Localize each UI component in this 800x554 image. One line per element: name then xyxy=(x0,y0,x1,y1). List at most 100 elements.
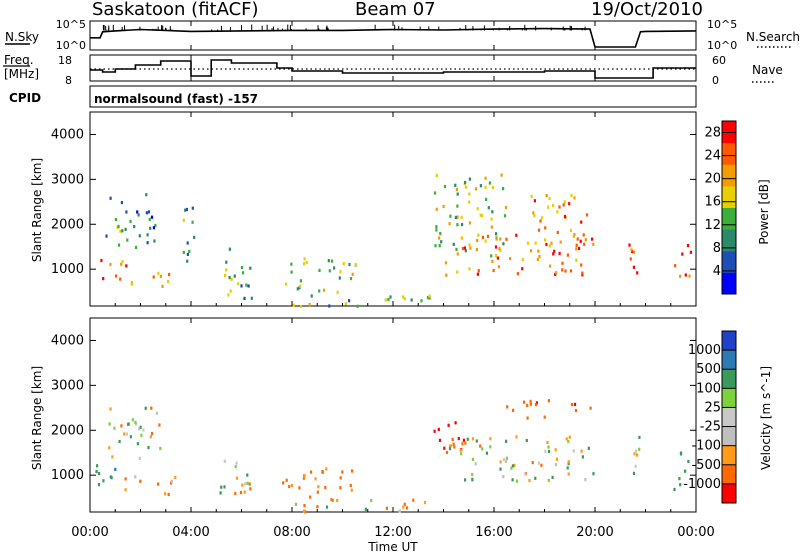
velocity-colorbar-tick: -25 xyxy=(700,420,721,435)
velocity-ytick-label: 1000 xyxy=(51,468,84,483)
power-colorbar-segment xyxy=(722,142,736,165)
nave-label: Nave xyxy=(752,63,783,77)
noise-right-tick-top: 10^5 xyxy=(707,18,737,31)
power-ylabel: Slant Range [km] xyxy=(30,158,44,262)
velocity-echo-region xyxy=(219,459,252,496)
power-echo-region xyxy=(526,193,589,245)
velocity-colorbar-label: Velocity [m s^-1] xyxy=(759,366,773,470)
power-ytick-label: 2000 xyxy=(51,217,84,232)
noise-left-tick-top: 10^5 xyxy=(56,18,86,31)
noise-right-tick-bottom: 10^0 xyxy=(707,39,737,52)
noise-left-tick-bottom: 10^0 xyxy=(56,39,86,52)
velocity-panel: 1000 2000 3000 4000 Slant Range [km] 1000 50… xyxy=(30,317,773,514)
power-echo-region xyxy=(433,173,508,258)
cpid-label: CPID xyxy=(9,91,41,105)
power-echo-region xyxy=(674,244,692,278)
power-ytick-label: 1000 xyxy=(51,262,84,277)
power-ytick-label: 3000 xyxy=(51,172,84,187)
frequency-line xyxy=(90,59,696,79)
power-colorbar-tick: 28 xyxy=(704,126,721,141)
noise-sky-label: N.Sky xyxy=(5,30,39,44)
freq-right-tick-bottom: 0 xyxy=(712,74,719,87)
power-colorbar-tick: 8 xyxy=(713,241,721,256)
noise-sky-line xyxy=(90,27,697,48)
velocity-colorbar-tick: -1000 xyxy=(683,477,721,492)
velocity-echo-region xyxy=(673,451,690,492)
velocity-colorbar-segment xyxy=(722,464,736,485)
velocity-ytick-label: 4000 xyxy=(51,333,84,348)
velocity-colorbar-segment xyxy=(722,331,736,351)
power-ytick-label: 4000 xyxy=(51,127,84,142)
cpid-program: normalsound (fast) -157 xyxy=(94,92,258,106)
velocity-echo-region xyxy=(445,435,595,483)
velocity-echo-region xyxy=(632,435,641,475)
velocity-colorbar-segment xyxy=(722,426,736,447)
power-colorbar-label: Power [dB] xyxy=(757,179,771,244)
velocity-colorbar-tick: 25 xyxy=(704,400,721,415)
velocity-echo-region xyxy=(433,421,465,452)
frequency-panel: Freq. [MHz] 18 8 60 0 Nave xyxy=(3,53,783,87)
velocity-echo-region xyxy=(506,399,592,420)
velocity-echo-region xyxy=(124,475,177,497)
power-colorbar-segment xyxy=(722,185,736,208)
velocity-colorbar-tick: -500 xyxy=(691,458,721,473)
velocity-ytick-label: 2000 xyxy=(51,423,84,438)
time-tick-label: 00:00 xyxy=(677,525,714,540)
velocity-echo-region xyxy=(294,498,427,514)
power-colorbar-tick: 20 xyxy=(704,172,721,187)
velocity-colorbar-segment xyxy=(722,445,736,466)
power-echo-region xyxy=(224,247,253,300)
time-tick-label: 08:00 xyxy=(273,525,310,540)
velocity-ytick-label: 3000 xyxy=(51,378,84,393)
velocity-echo-region xyxy=(282,467,354,499)
freq-unit-label: [MHz] xyxy=(4,67,39,81)
time-axis-label: Time UT xyxy=(367,540,418,554)
station-title: Saskatoon (fitACF) xyxy=(92,0,259,20)
velocity-ylabel: Slant Range [km] xyxy=(30,366,44,470)
velocity-echo-region xyxy=(108,406,162,460)
power-colorbar-segment xyxy=(722,207,736,230)
time-tick-label: 12:00 xyxy=(374,525,411,540)
power-colorbar-segment xyxy=(722,250,736,273)
freq-label: Freq. xyxy=(4,53,34,67)
velocity-colorbar-segment xyxy=(722,350,736,370)
power-colorbar-tick: 4 xyxy=(713,264,721,279)
noise-search-label: N.Search xyxy=(746,30,800,44)
freq-left-tick-top: 18 xyxy=(58,54,72,67)
power-echo-region xyxy=(130,271,171,288)
beam-title: Beam 07 xyxy=(355,0,436,20)
power-echo-region xyxy=(285,257,357,294)
date-title: 19/Oct/2010 xyxy=(591,0,703,20)
power-colorbar-tick: 16 xyxy=(704,195,721,210)
velocity-colorbar-segment xyxy=(722,483,736,504)
velocity-colorbar-tick: -100 xyxy=(691,439,721,454)
power-colorbar-segment xyxy=(722,272,736,295)
power-echo-region xyxy=(292,294,431,308)
noise-panel: N.Sky 10^5 10^0 10^5 10^0 N.Search xyxy=(5,18,800,52)
power-colorbar-tick: 24 xyxy=(704,149,721,164)
power-echo-region xyxy=(105,193,157,249)
velocity-echo-region xyxy=(95,464,117,487)
freq-left-tick-bottom: 8 xyxy=(65,74,72,87)
freq-right-tick-top: 60 xyxy=(712,54,726,67)
power-panel: 1000 2000 3000 4000 Slant Range [km] 4 8 12 16… xyxy=(30,111,771,308)
time-tick-label: 16:00 xyxy=(475,525,512,540)
power-colorbar-segment xyxy=(722,229,736,252)
time-tick-label: 20:00 xyxy=(576,525,613,540)
power-echo-region xyxy=(100,258,128,281)
velocity-colorbar-segment xyxy=(722,388,736,408)
velocity-colorbar-tick: 1000 xyxy=(688,343,721,358)
time-tick-label: 00:00 xyxy=(71,525,108,540)
velocity-colorbar-tick: 100 xyxy=(696,381,721,396)
velocity-colorbar-tick: 500 xyxy=(696,362,721,377)
velocity-colorbar-segment xyxy=(722,407,736,428)
power-colorbar-tick: 12 xyxy=(704,218,721,233)
velocity-colorbar-segment xyxy=(722,369,736,389)
cpid-box xyxy=(89,85,697,108)
power-echo-region xyxy=(628,243,639,275)
power-colorbar-segment xyxy=(722,164,736,187)
power-echo-region xyxy=(182,206,196,263)
power-echo-region xyxy=(444,233,595,277)
time-tick-label: 04:00 xyxy=(172,525,209,540)
